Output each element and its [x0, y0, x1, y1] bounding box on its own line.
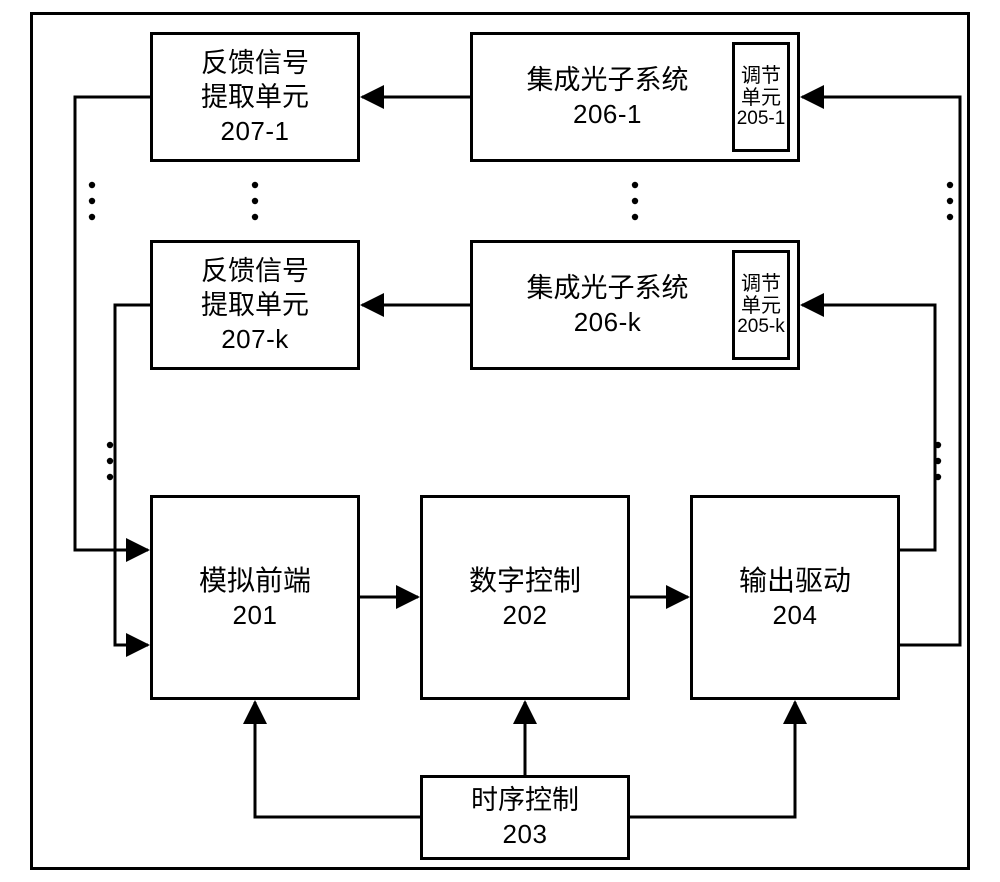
- node-output-driver-id: 204: [773, 599, 818, 632]
- node-feedback-k-id: 207-k: [221, 323, 289, 356]
- node-analog-frontend-title: 模拟前端: [199, 564, 311, 599]
- node-analog-frontend-id: 201: [233, 599, 278, 632]
- node-digital-control: 数字控制 202: [420, 495, 630, 700]
- node-subunit-k-id: 205-k: [737, 317, 785, 338]
- node-subunit-1-id: 205-1: [737, 109, 786, 130]
- node-timing-control-title: 时序控制: [471, 784, 579, 818]
- node-feedback-k-title-l2: 提取单元: [201, 289, 309, 323]
- node-subunit-1-title-l2: 单元: [741, 87, 781, 109]
- node-feedback-1: 反馈信号 提取单元 207-1: [150, 32, 360, 162]
- node-subunit-1-title-l1: 调节: [741, 65, 781, 87]
- node-feedback-k-title-l1: 反馈信号: [201, 255, 309, 289]
- node-feedback-1-title-l1: 反馈信号: [201, 47, 309, 81]
- node-feedback-k: 反馈信号 提取单元 207-k: [150, 240, 360, 370]
- node-photonic-1-title: 集成光子系统: [527, 64, 689, 98]
- node-photonic-k-id: 206-k: [527, 306, 689, 339]
- node-output-driver-title: 输出驱动: [739, 564, 851, 599]
- node-photonic-1-id: 206-1: [527, 98, 689, 131]
- node-digital-control-id: 202: [503, 599, 548, 632]
- node-analog-frontend: 模拟前端 201: [150, 495, 360, 700]
- node-subunit-1: 调节 单元 205-1: [732, 42, 790, 152]
- node-photonic-k-title: 集成光子系统: [527, 272, 689, 306]
- node-output-driver: 输出驱动 204: [690, 495, 900, 700]
- node-feedback-1-id: 207-1: [221, 115, 290, 148]
- node-timing-control-id: 203: [503, 818, 548, 851]
- node-feedback-1-title-l2: 提取单元: [201, 81, 309, 115]
- node-subunit-k-title-l2: 单元: [741, 295, 781, 317]
- node-timing-control: 时序控制 203: [420, 775, 630, 860]
- node-subunit-k: 调节 单元 205-k: [732, 250, 790, 360]
- node-subunit-k-title-l1: 调节: [741, 273, 781, 295]
- node-digital-control-title: 数字控制: [469, 564, 581, 599]
